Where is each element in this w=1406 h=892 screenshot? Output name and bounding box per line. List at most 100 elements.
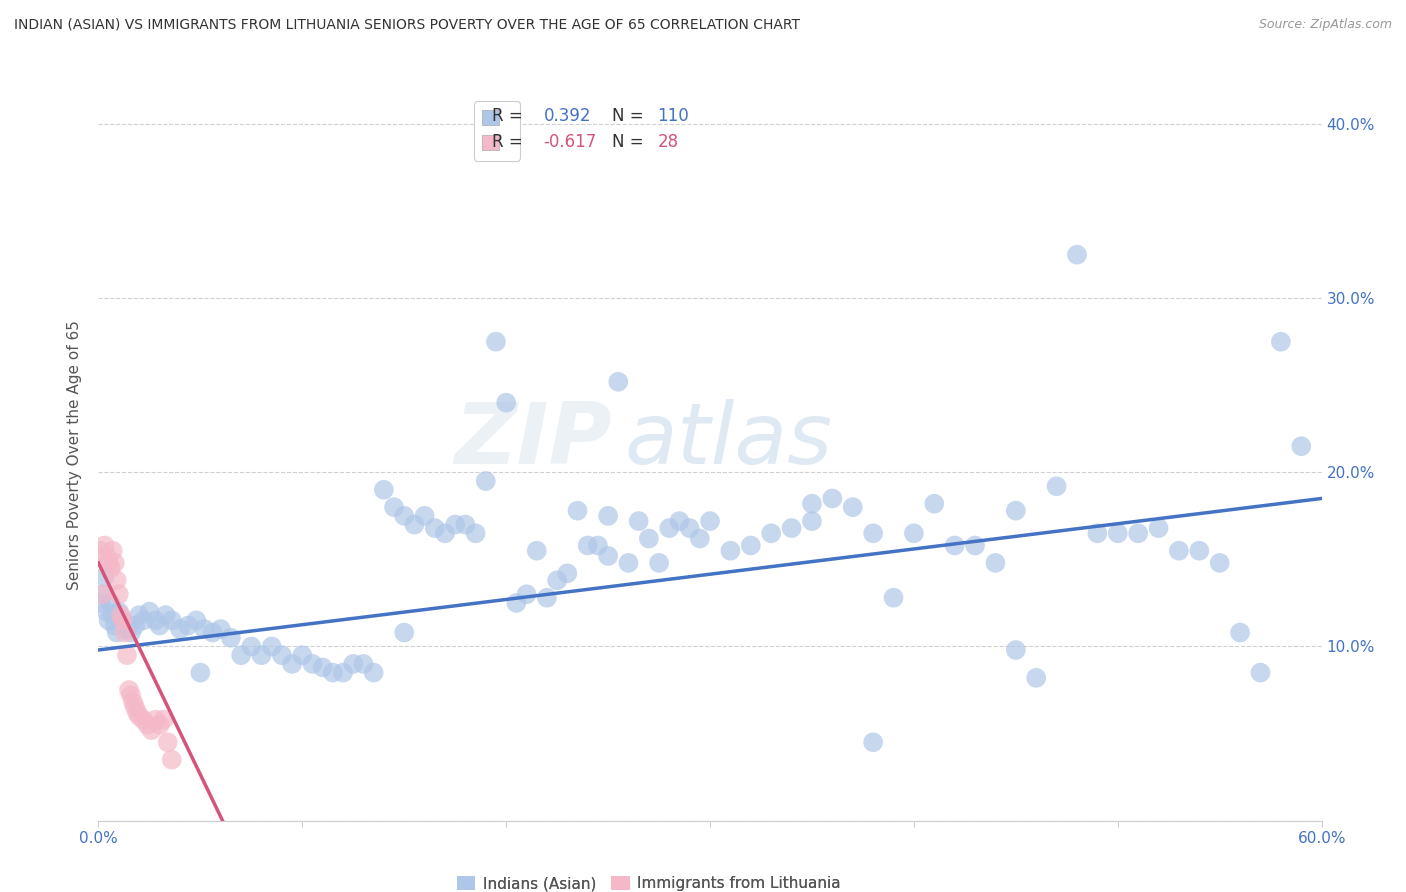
- Point: [485, 334, 508, 349]
- Legend: Indians (Asian), Immigrants from Lithuania: Indians (Asian), Immigrants from Lithuan…: [451, 870, 846, 892]
- Point: [160, 613, 183, 627]
- Point: [128, 608, 150, 623]
- Point: [124, 618, 146, 632]
- Point: [1045, 479, 1069, 493]
- Point: [127, 706, 149, 720]
- Point: [105, 625, 128, 640]
- Point: [965, 539, 987, 553]
- Point: [679, 521, 702, 535]
- Point: [984, 556, 1007, 570]
- Point: [444, 517, 467, 532]
- Point: [281, 657, 304, 671]
- Point: [186, 613, 208, 627]
- Point: [607, 375, 630, 389]
- Point: [93, 570, 115, 584]
- Point: [454, 517, 477, 532]
- Point: [118, 683, 141, 698]
- Point: [576, 539, 599, 553]
- Point: [373, 483, 395, 497]
- Point: [114, 625, 136, 640]
- Point: [120, 688, 142, 702]
- Point: [1066, 247, 1088, 261]
- Point: [155, 608, 177, 623]
- Point: [110, 608, 132, 623]
- Point: [598, 508, 620, 523]
- Text: R =: R =: [492, 108, 523, 126]
- Point: [342, 657, 364, 671]
- Point: [689, 532, 711, 546]
- Point: [93, 539, 115, 553]
- Point: [96, 605, 118, 619]
- Point: [404, 517, 426, 532]
- Text: N =: N =: [612, 108, 644, 126]
- Point: [434, 526, 457, 541]
- Point: [821, 491, 844, 506]
- Point: [862, 526, 884, 541]
- Point: [1167, 543, 1189, 558]
- Point: [780, 521, 803, 535]
- Point: [363, 665, 385, 680]
- Point: [104, 618, 127, 632]
- Point: [219, 631, 242, 645]
- Point: [193, 622, 215, 636]
- Point: [464, 526, 486, 541]
- Point: [115, 648, 138, 663]
- Point: [495, 395, 517, 409]
- Point: [201, 625, 224, 640]
- Point: [1004, 643, 1026, 657]
- Text: 28: 28: [658, 133, 679, 151]
- Point: [903, 526, 925, 541]
- Point: [97, 556, 120, 570]
- Point: [149, 618, 172, 632]
- Point: [567, 503, 589, 517]
- Y-axis label: Seniors Poverty Over the Age of 65: Seniors Poverty Over the Age of 65: [67, 320, 83, 590]
- Point: [100, 561, 122, 575]
- Point: [101, 608, 124, 623]
- Point: [145, 713, 167, 727]
- Point: [101, 543, 124, 558]
- Point: [1085, 526, 1108, 541]
- Text: -0.617: -0.617: [544, 133, 598, 151]
- Point: [1004, 503, 1026, 517]
- Point: [1229, 625, 1251, 640]
- Text: ZIP: ZIP: [454, 399, 612, 482]
- Point: [301, 657, 323, 671]
- Point: [557, 566, 579, 581]
- Point: [100, 596, 122, 610]
- Point: [382, 500, 405, 515]
- Point: [1291, 439, 1313, 453]
- Point: [1128, 526, 1150, 541]
- Point: [526, 543, 548, 558]
- Point: [1147, 521, 1170, 535]
- Point: [291, 648, 314, 663]
- Point: [105, 574, 128, 588]
- Text: N =: N =: [612, 133, 644, 151]
- Point: [250, 648, 273, 663]
- Point: [108, 605, 131, 619]
- Point: [160, 753, 183, 767]
- Point: [332, 665, 354, 680]
- Point: [617, 556, 640, 570]
- Point: [801, 497, 824, 511]
- Point: [1188, 543, 1211, 558]
- Point: [413, 508, 436, 523]
- Point: [240, 640, 263, 654]
- Point: [505, 596, 527, 610]
- Point: [423, 521, 446, 535]
- Point: [627, 514, 650, 528]
- Point: [392, 508, 416, 523]
- Point: [104, 556, 127, 570]
- Text: atlas: atlas: [624, 399, 832, 482]
- Point: [138, 605, 160, 619]
- Point: [108, 587, 131, 601]
- Point: [89, 596, 111, 610]
- Point: [96, 549, 118, 563]
- Point: [91, 587, 114, 601]
- Point: [312, 660, 335, 674]
- Point: [668, 514, 690, 528]
- Point: [111, 613, 134, 627]
- Point: [136, 718, 159, 732]
- Point: [177, 618, 200, 632]
- Point: [658, 521, 681, 535]
- Point: [638, 532, 661, 546]
